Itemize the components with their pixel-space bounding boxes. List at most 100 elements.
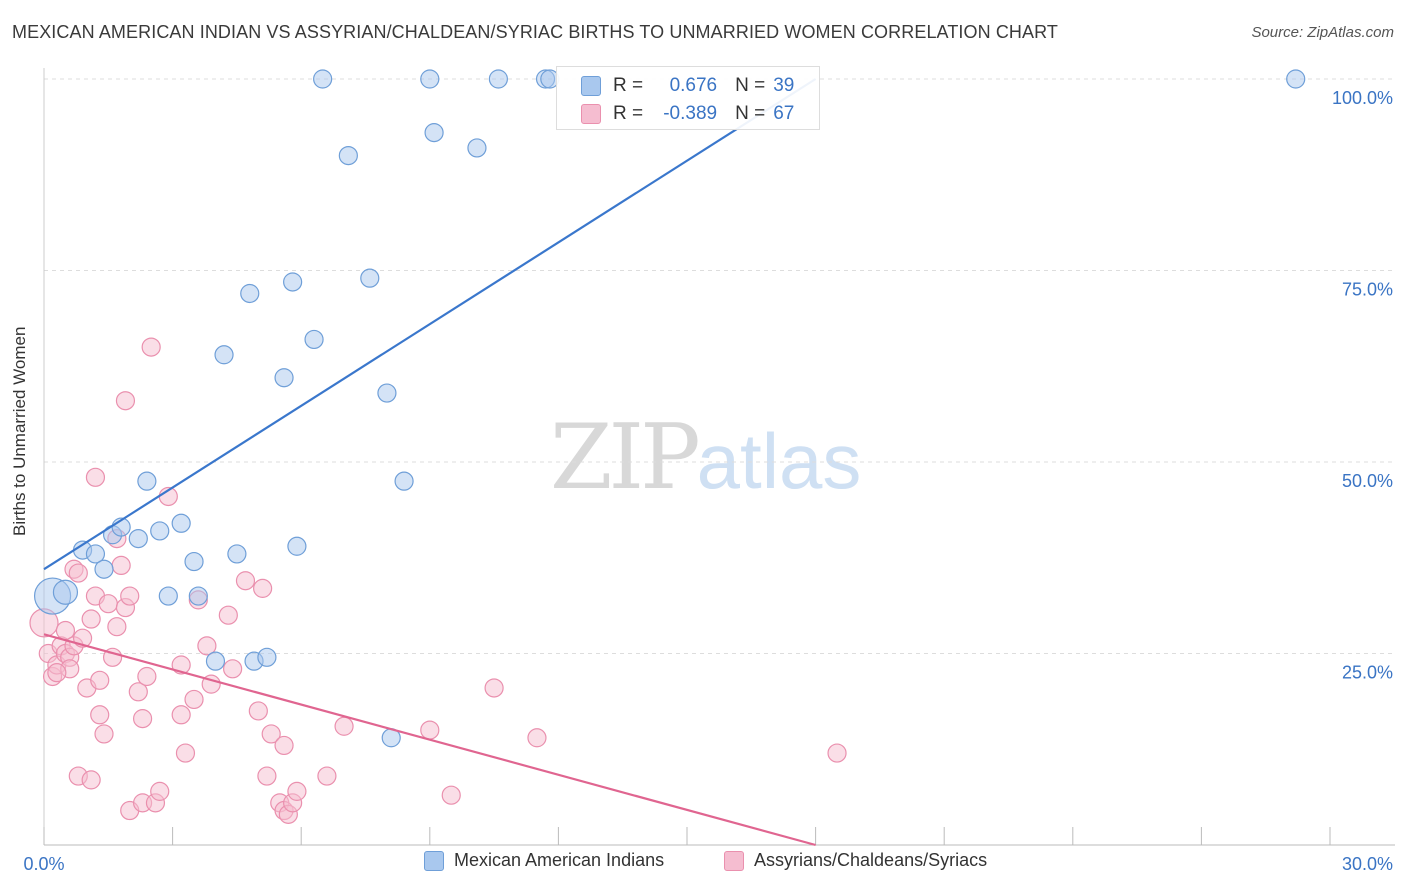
pink-point-21 — [98, 594, 118, 614]
blue-point-29 — [394, 471, 414, 491]
blue-point-1 — [52, 579, 79, 605]
watermark-atlas: atlas — [696, 417, 862, 505]
y-tick-label: 50.0% — [1342, 471, 1393, 491]
pink-point-38 — [171, 705, 191, 725]
pink-point-33 — [137, 666, 157, 687]
x-tick-label: 0.0% — [23, 854, 64, 874]
blue-point-30 — [420, 69, 440, 89]
blue-point-23 — [304, 329, 324, 350]
blue-point-16 — [227, 544, 247, 564]
blue-point-20 — [274, 368, 294, 388]
stats-pink-r: -0.389 — [663, 103, 718, 124]
watermark: ZIPatlas — [550, 405, 861, 510]
legend-label-blue: Mexican American Indians — [454, 850, 665, 870]
legend-label-pink: Assyrians/Chaldeans/Syriacs — [754, 850, 988, 870]
trend-line-pink — [43, 633, 816, 847]
stats-n-label: N = — [735, 103, 766, 124]
pink-point-18 — [90, 670, 110, 690]
blue-point-32 — [467, 138, 487, 158]
stats-r-label: R = — [613, 75, 644, 96]
stats-blue-r: 0.676 — [669, 75, 718, 96]
pink-point-50 — [257, 766, 277, 786]
pink-point-46 — [223, 659, 243, 679]
pink-point-45 — [218, 605, 238, 625]
stats-swatch-blue — [581, 76, 601, 96]
pink-point-63 — [527, 728, 547, 748]
blue-point-24 — [313, 69, 333, 89]
pink-point-26 — [115, 391, 136, 411]
blue-point-36 — [1286, 69, 1306, 89]
source-credit: Source: ZipAtlas.com — [1251, 24, 1394, 41]
y-tick-label: 100.0% — [1332, 88, 1393, 108]
blue-point-33 — [488, 69, 508, 89]
blue-point-19 — [257, 647, 277, 667]
stats-r-label: R = — [613, 103, 644, 124]
pink-point-65 — [68, 563, 88, 583]
blue-point-3 — [85, 544, 106, 564]
stats-n-label: N = — [735, 75, 766, 96]
blue-point-25 — [338, 146, 358, 166]
pink-point-60 — [420, 720, 440, 740]
legend-item-pink: Assyrians/Chaldeans/Syriacs — [724, 850, 987, 871]
tick-labels: 25.0% 50.0% 75.0% 100.0% 0.0% 30.0% — [23, 88, 1393, 874]
blue-point-7 — [128, 528, 148, 549]
legend-item-blue: Mexican American Indians — [424, 850, 664, 871]
pink-point-59 — [334, 716, 354, 736]
stats-swatch-pink — [581, 104, 601, 124]
pink-point-25 — [111, 555, 131, 576]
pink-point-64 — [827, 743, 847, 763]
legend-swatch-pink — [724, 850, 744, 871]
trend-lines — [43, 78, 817, 847]
pink-point-23 — [107, 617, 127, 637]
blue-point-4 — [94, 559, 114, 579]
y-tick-label: 25.0% — [1342, 663, 1393, 683]
pink-point-43 — [197, 636, 217, 656]
chart-title: MEXICAN AMERICAN INDIAN VS ASSYRIAN/CHAL… — [12, 22, 1059, 42]
blue-point-12 — [184, 551, 204, 572]
stats-blue-n: 39 — [773, 75, 795, 96]
series-pink-points — [29, 337, 847, 824]
pink-point-57 — [287, 781, 307, 801]
stats-row-blue: R = 0.676 N = 39 — [581, 71, 794, 101]
blue-point-17 — [240, 283, 260, 304]
pink-point-61 — [441, 785, 461, 805]
blue-point-15 — [214, 345, 234, 365]
pink-point-20 — [94, 724, 114, 744]
y-axis-label: Births to Unmarried Women — [10, 326, 29, 536]
blue-point-21 — [283, 272, 303, 292]
pink-point-48 — [248, 701, 268, 721]
pink-point-30 — [128, 682, 148, 702]
blue-point-11 — [171, 513, 191, 533]
axes — [43, 68, 1395, 846]
blue-point-10 — [158, 586, 178, 606]
stats-legend: R = 0.676 N = 39 R = -0.389 N = 67 — [556, 66, 820, 130]
blue-point-22 — [287, 536, 307, 556]
pink-point-41 — [184, 689, 204, 710]
pink-point-49 — [253, 578, 273, 598]
pink-point-62 — [484, 678, 504, 698]
blue-point-26 — [360, 268, 380, 288]
x-tick-label: 30.0% — [1342, 854, 1393, 874]
bottom-legend: Mexican American Indians Assyrians/Chald… — [0, 850, 1406, 878]
pink-point-58 — [317, 766, 337, 786]
pink-point-17 — [85, 467, 106, 487]
watermark-zip: ZIP — [550, 405, 701, 510]
pink-point-40 — [175, 743, 196, 763]
blue-point-13 — [188, 586, 208, 606]
pink-point-15 — [81, 609, 101, 629]
y-tick-label: 75.0% — [1342, 280, 1393, 300]
trend-line-blue — [43, 78, 817, 571]
blue-point-27 — [377, 383, 397, 403]
pink-point-54 — [274, 735, 294, 756]
pink-point-19 — [90, 705, 110, 725]
blue-point-31 — [424, 123, 444, 143]
blue-point-14 — [205, 651, 226, 671]
pink-point-51 — [261, 724, 281, 744]
pink-point-66 — [47, 663, 67, 683]
pink-point-34 — [141, 337, 161, 357]
pink-point-47 — [235, 571, 256, 591]
legend-swatch-blue — [424, 850, 444, 871]
pink-point-28 — [120, 586, 140, 606]
pink-point-14 — [81, 770, 101, 790]
